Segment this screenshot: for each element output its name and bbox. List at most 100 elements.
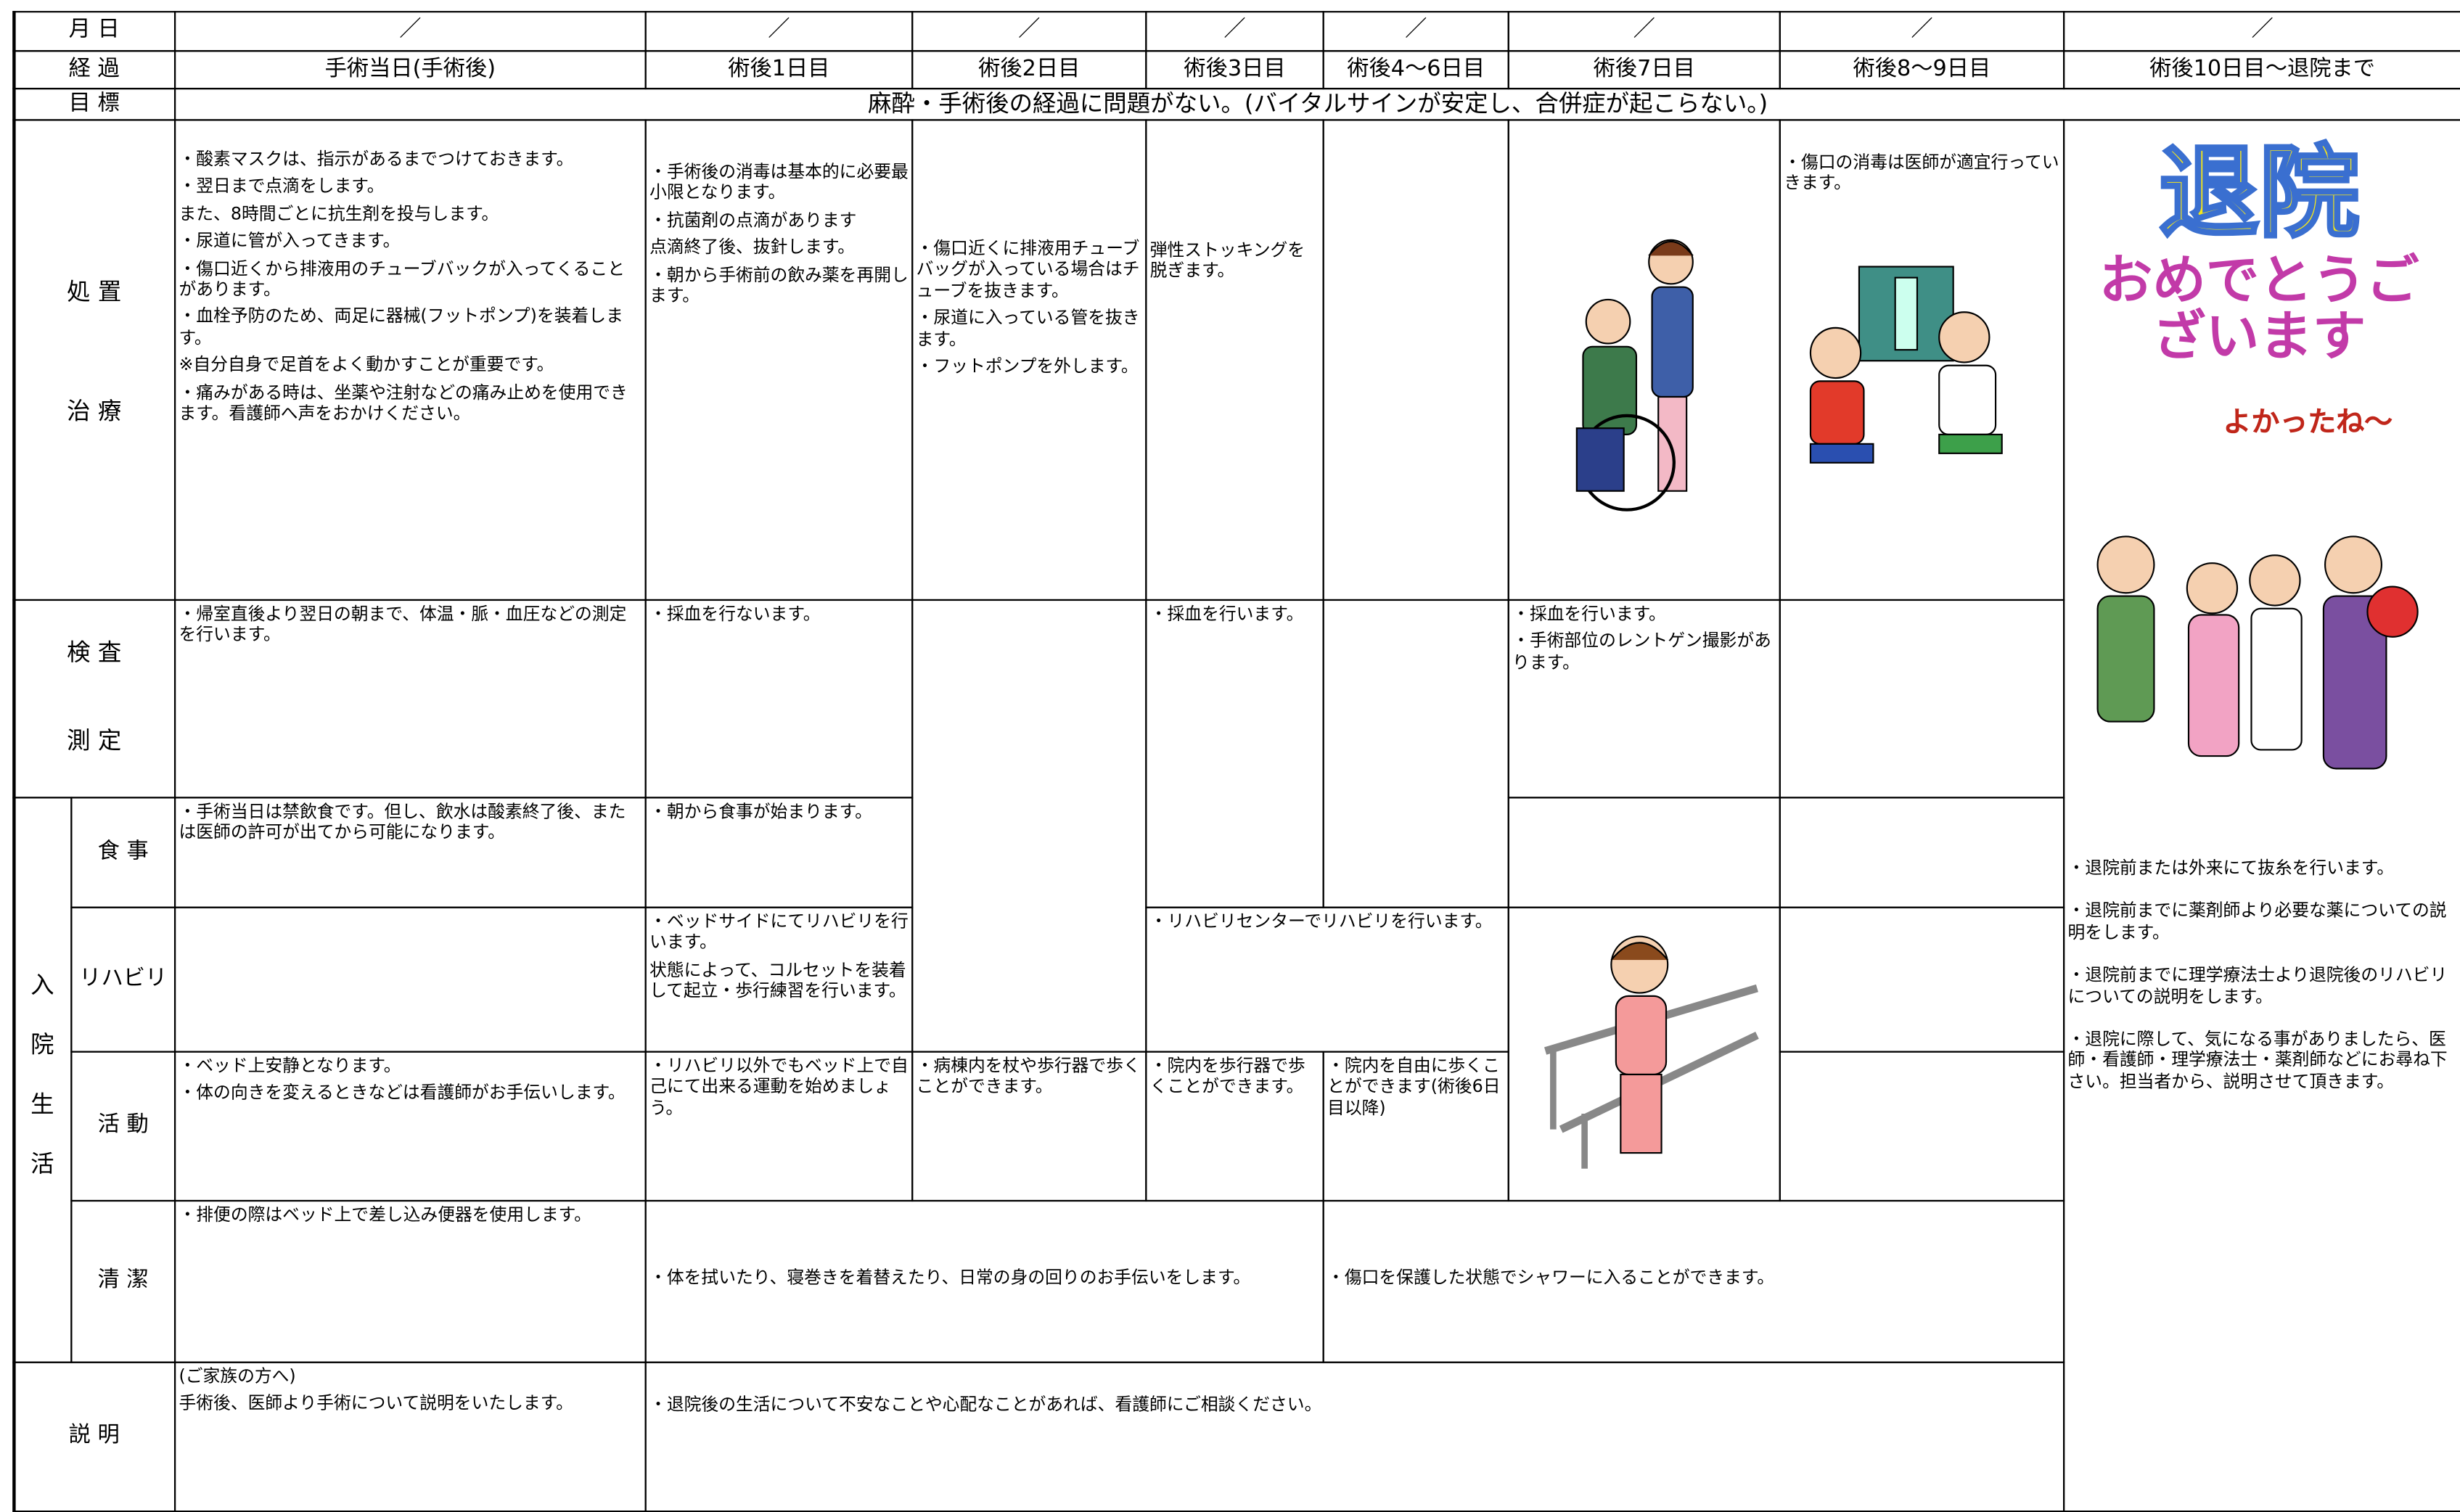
xray-illustration bbox=[1809, 266, 2003, 464]
cell: ・手術当日は禁飲食です。但し、飲水は酸素終了後、または医師の許可が出てから可能に… bbox=[173, 797, 647, 908]
cell-text: ・朝から手術前の飲み薬を再開します。 bbox=[649, 264, 909, 306]
cell: ・退院後の生活について不安なことや心配なことがあれば、看護師にご相談ください。 bbox=[644, 1361, 2065, 1512]
rehab-illustration bbox=[1544, 935, 1759, 1169]
cell: ・院内を歩行器で歩くことができます。 bbox=[1145, 1051, 1324, 1202]
course-cell: 術後2日目 bbox=[911, 50, 1147, 90]
cell-text: ・尿道に入っている管を抜きます。 bbox=[916, 308, 1140, 350]
date-cell: ／ bbox=[644, 11, 914, 52]
cell-text: ・抗菌剤の点滴があります bbox=[649, 210, 857, 231]
date-cell: ／ bbox=[173, 11, 647, 52]
cell-text: ・体の向きを変えるときなどは看護師がお手伝いします。 bbox=[179, 1082, 626, 1104]
cell-text: ・血栓予防のため、両足に器械(フットポンプ)を装着します。 bbox=[179, 306, 623, 348]
cell: ・ベッド上安静となります。・体の向きを変えるときなどは看護師がお手伝いします。 bbox=[173, 1051, 647, 1202]
cell: ・朝から食事が始まります。 bbox=[644, 797, 914, 908]
cell-text: 手術後、医師より手術について説明をいたします。 bbox=[179, 1393, 573, 1414]
date-cell: ／ bbox=[1145, 11, 1324, 52]
row-label-text: 活 bbox=[30, 1149, 54, 1178]
cell bbox=[1507, 797, 1781, 908]
row-label: 処 置治 療 bbox=[12, 119, 176, 601]
sub-label: 食 事 bbox=[70, 797, 176, 908]
sub-label: 活 動 bbox=[70, 1051, 176, 1202]
discharge-cell: ・退院前または外来にて抜糸を行います。・退院前までに薬剤師より必要な薬についての… bbox=[2063, 119, 2460, 1512]
course-cell: 術後4～6日目 bbox=[1322, 50, 1509, 90]
course-cell: 術後3日目 bbox=[1145, 50, 1324, 90]
discharge-banner: 退院 おめでとうございます よかったね～ bbox=[2079, 136, 2440, 441]
cell bbox=[1779, 906, 2065, 1053]
cell: ・リハビリ以外でもベッド上で自己にて出来る運動を始めましょう。 bbox=[644, 1051, 914, 1202]
cell-text: ・手術後の消毒は基本的に必要最小限となります。 bbox=[649, 161, 909, 203]
cell-text: ・フットポンプを外します。 bbox=[916, 356, 1139, 377]
cell-text: ・排便の際はベッド上で差し込み便器を使用します。 bbox=[179, 1204, 591, 1225]
cell: ・採血を行います。・手術部位のレントゲン撮影があります。 bbox=[1507, 599, 1781, 799]
cell-text: ・退院前または外来にて抜糸を行います。 bbox=[2067, 858, 2395, 879]
cell-text: ・帰室直後より翌日の朝まで、体温・脈・血圧などの測定を行います。 bbox=[179, 604, 627, 646]
cell: 弾性ストッキングを脱ぎます。 bbox=[1145, 119, 1324, 601]
cell: (ご家族の方へ) 手術後、医師より手術について説明をいたします。 bbox=[173, 1361, 647, 1512]
cell: ・酸素マスクは、指示があるまでつけておきます。 ・翌日まで点滴をします。 また、8時… bbox=[173, 119, 647, 601]
cell bbox=[1322, 119, 1509, 601]
header-label: 目 標 bbox=[12, 88, 176, 121]
speech-bubble: よかったね～ bbox=[2223, 406, 2393, 440]
wheelchair-illustration bbox=[1575, 239, 1694, 511]
goal-cell: 麻酔・手術後の経過に問題がない。(バイタルサインが安定し、合併症が起こらない。) bbox=[173, 88, 2460, 121]
row-label-text: 院 bbox=[30, 1030, 54, 1059]
date-cell: ／ bbox=[1507, 11, 1781, 52]
cell bbox=[1779, 1051, 2065, 1202]
row-label: 検 査測 定 bbox=[12, 599, 176, 799]
cell-text: ・採血を行います。 bbox=[1149, 604, 1304, 625]
cell-text: ・退院前までに薬剤師より必要な薬についての説明をします。 bbox=[2067, 900, 2447, 942]
date-cell: ／ bbox=[2063, 11, 2460, 52]
date-cell: ／ bbox=[1779, 11, 2065, 52]
cell-text: ・尿道に管が入ってきます。 bbox=[179, 231, 401, 252]
cell bbox=[1779, 797, 2065, 908]
cell: ・排便の際はベッド上で差し込み便器を使用します。 bbox=[173, 1199, 647, 1363]
cell: ・体を拭いたり、寝巻きを着替えたり、日常の身の回りのお手伝いをします。 bbox=[644, 1199, 1324, 1363]
course-cell: 術後7日目 bbox=[1507, 50, 1781, 90]
cell-text: ・傷口を保護した状態でシャワーに入ることができます。 bbox=[1327, 1267, 1775, 1289]
cell: ・手術後の消毒は基本的に必要最小限となります。 ・抗菌剤の点滴があります 点滴終了後… bbox=[644, 119, 914, 601]
cell-text: ・採血を行ないます。 bbox=[649, 604, 821, 625]
sub-label: 清 潔 bbox=[70, 1199, 176, 1363]
cell-text: また、8時間ごとに抗生剤を投与します。 bbox=[179, 203, 499, 224]
header-label: 経 過 bbox=[12, 50, 176, 90]
row-label-text: 検 査 bbox=[67, 638, 122, 667]
cell-text: ・翌日まで点滴をします。 bbox=[179, 176, 385, 197]
cell: ・採血を行います。 bbox=[1145, 599, 1324, 908]
row-label: 入院生活 bbox=[12, 797, 73, 1363]
course-cell: 手術当日(手術後) bbox=[173, 50, 647, 90]
cell-text: (ご家族の方へ) bbox=[179, 1366, 296, 1387]
cell-text: 状態によって、コルセットを装着して起立・歩行練習を行います。 bbox=[649, 959, 906, 1001]
cell-text: ・院内を歩行器で歩くことができます。 bbox=[1149, 1056, 1305, 1098]
date-cell: ／ bbox=[1322, 11, 1509, 52]
cell-text: ・痛みがある時は、坐薬や注射などの痛み止めを使用できます。看護師へ声をおかけくだ… bbox=[179, 382, 628, 424]
cell-text: ・手術部位のレントゲン撮影があります。 bbox=[1512, 631, 1771, 673]
cell-text: ・リハビリセンターでリハビリを行います。 bbox=[1149, 911, 1493, 932]
cell-text: ※自分自身で足首をよく動かすことが重要です。 bbox=[179, 355, 554, 376]
cell-text: ・手術当日は禁飲食です。但し、飲水は酸素終了後、または医師の許可が出てから可能に… bbox=[179, 801, 626, 843]
cell-text: ・体を拭いたり、寝巻きを着替えたり、日常の身の回りのお手伝いをします。 bbox=[649, 1267, 1251, 1289]
sub-label: リハビリ bbox=[70, 906, 176, 1053]
discharge-title: 退院 bbox=[2157, 136, 2361, 253]
course-cell: 術後10日目～退院まで bbox=[2063, 50, 2460, 90]
cell: ・傷口を保護した状態でシャワーに入ることができます。 bbox=[1322, 1199, 2065, 1363]
cell-text: ・採血を行います。 bbox=[1512, 604, 1666, 625]
row-label-text: 治 療 bbox=[67, 396, 122, 425]
date-cell: ／ bbox=[911, 11, 1147, 52]
cell-text: ・傷口近くから排液用のチューブバックが入ってくることがあります。 bbox=[179, 258, 626, 300]
course-cell: 術後8～9日目 bbox=[1779, 50, 2065, 90]
cell-text: ・退院前までに理学療法士より退院後のリハビリについての説明をします。 bbox=[2067, 965, 2448, 1007]
cell-text: ・病棟内を杖や歩行器で歩くことができます。 bbox=[916, 1056, 1141, 1098]
cell-text: ・退院に際して、気になる事がありましたら、医師・看護師・理学療法士・薬剤師などに… bbox=[2067, 1029, 2448, 1092]
cell-text: ・ベッド上安静となります。 bbox=[179, 1056, 401, 1077]
cell-text: ・傷口近くに排液用チューブバッグが入っている場合はチューブを抜きます。 bbox=[916, 238, 1140, 301]
row-label-text: 処 置 bbox=[67, 277, 122, 306]
cell-text: ・傷口の消毒は医師が適宜行っていきます。 bbox=[1784, 152, 2059, 194]
cell-text: ・リハビリ以外でもベッド上で自己にて出来る運動を始めましょう。 bbox=[649, 1056, 909, 1119]
cell bbox=[911, 599, 1147, 1053]
cell: ・ベッドサイドにてリハビリを行います。 状態によって、コルセットを装着して起立・歩… bbox=[644, 906, 914, 1053]
cell-text: 弾性ストッキングを脱ぎます。 bbox=[1149, 239, 1305, 282]
row-label-text: 測 定 bbox=[67, 726, 122, 755]
cell bbox=[173, 906, 647, 1053]
